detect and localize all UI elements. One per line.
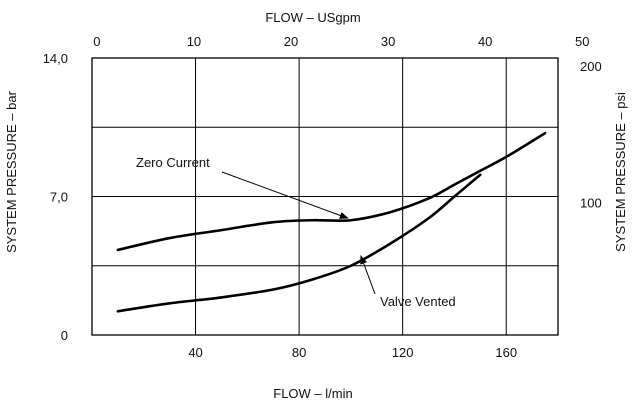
bottom-tick-label: 40	[188, 345, 202, 360]
bottom-tick-labels: 40 80 120 160	[188, 345, 517, 360]
annotation-label-valve-vented: Valve Vented	[380, 294, 456, 309]
plot-frame	[91, 57, 559, 336]
annotation-arrow-zero-current	[221, 171, 349, 219]
right-tick-label: 200	[580, 59, 602, 74]
annotations: Zero Current Valve Vented	[136, 155, 456, 309]
series-line-zero-current	[116, 131, 547, 252]
top-tick-label: 30	[381, 34, 395, 49]
annotation-arrow-valve-vented	[360, 254, 376, 295]
left-tick-labels: 0 7,0 14,0	[43, 51, 68, 343]
right-tick-label: 100	[580, 196, 602, 211]
top-tick-label: 10	[187, 34, 201, 49]
annotation-label-zero-current: Zero Current	[136, 155, 210, 170]
series-line-valve-vented	[116, 173, 482, 313]
grid-lines	[92, 58, 558, 335]
top-tick-label: 40	[478, 34, 492, 49]
top-tick-label: 20	[284, 34, 298, 49]
x-axis-title-bottom: FLOW – l/min	[273, 386, 352, 401]
top-tick-labels: 0 10 20 30 40 50	[93, 34, 589, 49]
bottom-tick-label: 80	[292, 345, 306, 360]
top-tick-label: 50	[575, 34, 589, 49]
series-lines	[116, 131, 547, 313]
left-tick-label: 14,0	[43, 51, 68, 66]
right-tick-labels: 100 200	[580, 59, 602, 210]
x-axis-title-top: FLOW – USgpm	[265, 10, 360, 25]
top-tick-label: 0	[93, 34, 100, 49]
left-tick-label: 0	[61, 328, 68, 343]
y-axis-title-right: SYSTEM PRESSURE – psi	[613, 92, 628, 252]
bottom-tick-label: 160	[495, 345, 517, 360]
left-tick-label: 7,0	[50, 190, 68, 205]
bottom-tick-label: 120	[392, 345, 414, 360]
y-axis-title-left: SYSTEM PRESSURE – bar	[4, 90, 19, 252]
